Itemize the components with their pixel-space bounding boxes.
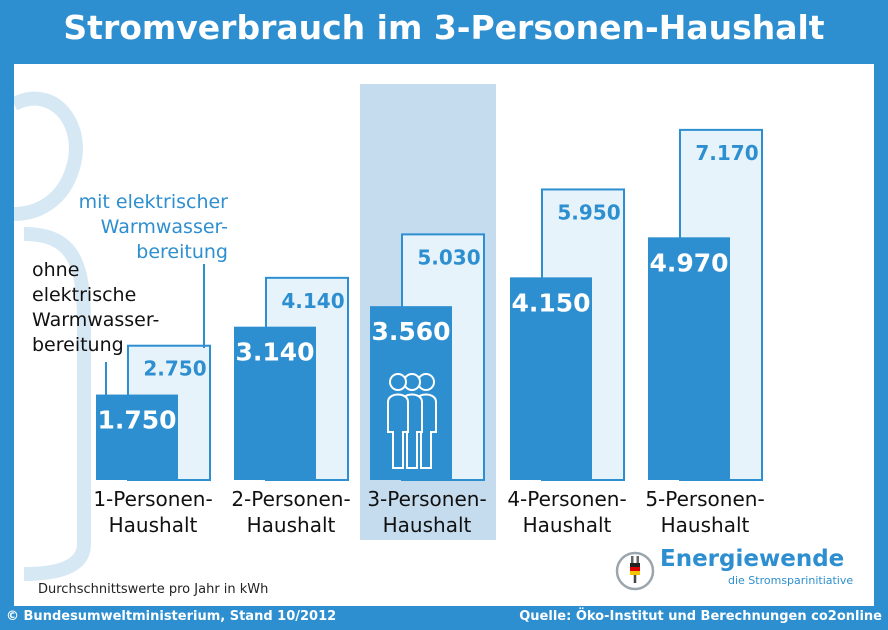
annotation-with: bereitung <box>136 241 228 263</box>
category-label: Haushalt <box>247 513 336 537</box>
value-label-with: 4.140 <box>281 289 344 313</box>
unit-note: Durchschnittswerte pro Jahr in kWh <box>38 582 269 597</box>
annotation-without: ohne <box>32 259 79 281</box>
category-label: 3-Personen- <box>367 487 486 511</box>
value-label-without: 4.970 <box>649 248 728 277</box>
copyright-text: © Bundesumweltministerium, Stand 10/2012 <box>6 609 337 624</box>
value-label-with: 7.170 <box>695 141 758 165</box>
category-label: Haushalt <box>109 513 198 537</box>
logo-subtitle: die Stromsparinitiative <box>728 574 854 587</box>
background-silhouette-body <box>23 227 91 581</box>
value-label-without: 3.560 <box>371 317 450 346</box>
annotation-without: bereitung <box>32 334 124 356</box>
category-label: 2-Personen- <box>231 487 350 511</box>
bar-without-water-heating <box>96 394 178 480</box>
category-label: 4-Personen- <box>507 487 626 511</box>
annotation-without: Warmwasser- <box>32 309 159 331</box>
category-label: Haushalt <box>661 513 750 537</box>
chart-area: 2.7501.7501-Personen-Haushalt4.1403.1402… <box>14 84 765 581</box>
person-head <box>389 373 407 391</box>
value-label-with: 5.950 <box>557 200 620 224</box>
person-body <box>387 393 409 469</box>
value-label-without: 1.750 <box>97 406 176 435</box>
value-label-with: 2.750 <box>143 357 206 381</box>
three-people-icon <box>387 373 437 469</box>
bar-without-water-heating <box>510 277 592 480</box>
source-text: Quelle: Öko-Institut und Berechnungen co… <box>519 609 882 624</box>
category-label: Haushalt <box>523 513 612 537</box>
annotation-with: mit elektrischer <box>79 191 229 213</box>
plug-flag-icon <box>615 551 655 591</box>
energiewende-logo: Energiewende die Stromsparinitiative <box>614 546 864 592</box>
category-label: Haushalt <box>383 513 472 537</box>
annotation-without: elektrische <box>32 284 136 306</box>
value-label-without: 3.140 <box>235 338 314 367</box>
category-label: 5-Personen- <box>645 487 764 511</box>
chart-panel: 2.750 1.750 1-Personen- Haushalt 4.140 3.140 2… <box>14 64 874 606</box>
value-label-without: 4.150 <box>511 288 590 317</box>
logo-title: Energiewende <box>660 546 845 572</box>
category-label: 1-Personen- <box>93 487 212 511</box>
bar-without-water-heating <box>234 326 316 480</box>
background-silhouette <box>14 91 83 221</box>
value-label-with: 5.030 <box>417 245 480 269</box>
bar-without-water-heating <box>648 237 730 480</box>
chart-title: Stromverbrauch im 3-Personen-Haushalt <box>63 8 825 47</box>
annotation-with: Warmwasser- <box>101 216 228 238</box>
